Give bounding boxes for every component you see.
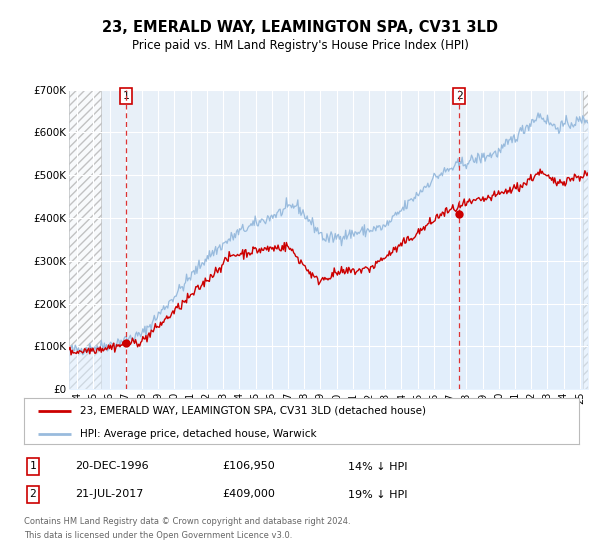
Text: £106,950: £106,950 — [222, 461, 275, 472]
Text: 1: 1 — [122, 91, 129, 101]
Text: 14% ↓ HPI: 14% ↓ HPI — [348, 461, 407, 472]
Text: Price paid vs. HM Land Registry's House Price Index (HPI): Price paid vs. HM Land Registry's House … — [131, 39, 469, 52]
Text: This data is licensed under the Open Government Licence v3.0.: This data is licensed under the Open Gov… — [24, 531, 292, 540]
Text: Contains HM Land Registry data © Crown copyright and database right 2024.: Contains HM Land Registry data © Crown c… — [24, 516, 350, 526]
Text: 23, EMERALD WAY, LEAMINGTON SPA, CV31 3LD (detached house): 23, EMERALD WAY, LEAMINGTON SPA, CV31 3L… — [79, 405, 425, 416]
Text: 21-JUL-2017: 21-JUL-2017 — [75, 489, 143, 500]
Text: HPI: Average price, detached house, Warwick: HPI: Average price, detached house, Warw… — [79, 429, 316, 439]
Text: 1: 1 — [29, 461, 37, 472]
Text: £409,000: £409,000 — [222, 489, 275, 500]
Text: 2: 2 — [29, 489, 37, 500]
Text: 2: 2 — [455, 91, 463, 101]
Text: 19% ↓ HPI: 19% ↓ HPI — [348, 489, 407, 500]
Text: 23, EMERALD WAY, LEAMINGTON SPA, CV31 3LD: 23, EMERALD WAY, LEAMINGTON SPA, CV31 3L… — [102, 20, 498, 35]
Text: 20-DEC-1996: 20-DEC-1996 — [75, 461, 149, 472]
